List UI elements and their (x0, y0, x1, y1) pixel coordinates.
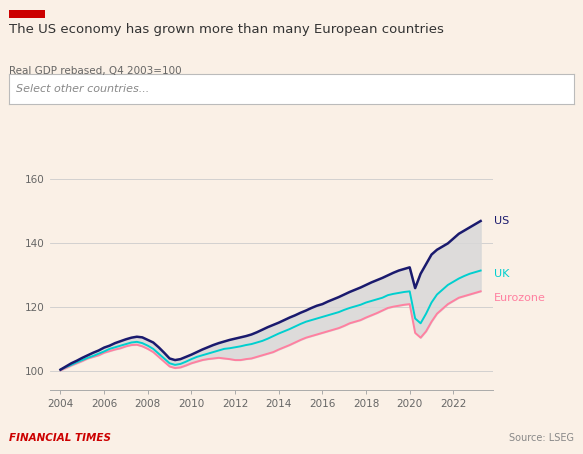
Text: Real GDP rebased, Q4 2003=100: Real GDP rebased, Q4 2003=100 (9, 66, 181, 76)
Text: Source: LSEG: Source: LSEG (510, 433, 574, 443)
Text: Eurozone: Eurozone (494, 293, 546, 303)
Text: FINANCIAL TIMES: FINANCIAL TIMES (9, 433, 111, 443)
Text: UK: UK (494, 269, 509, 279)
Text: US: US (494, 216, 509, 226)
Text: Select other countries...: Select other countries... (16, 84, 149, 94)
Text: The US economy has grown more than many European countries: The US economy has grown more than many … (9, 23, 444, 36)
